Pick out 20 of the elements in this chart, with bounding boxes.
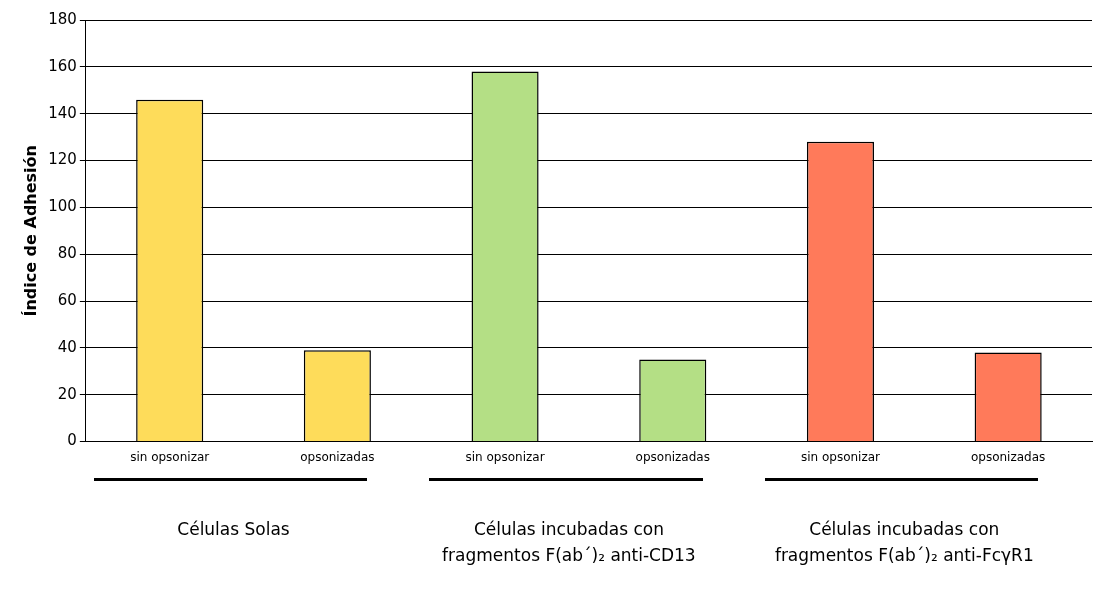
y-tick-label: 80 bbox=[57, 244, 77, 263]
y-tick-label: 20 bbox=[57, 384, 77, 403]
y-axis-title: Índice de Adhesión bbox=[20, 145, 40, 317]
text: Células incubadas con fragmentos F(ab´)₂ anti-CD13 bbox=[441, 518, 697, 567]
y-tick-label: 0 bbox=[67, 431, 77, 450]
x-tick-label: opsonizadas bbox=[970, 449, 1046, 464]
x-tick-label: sin opsonizar bbox=[800, 449, 881, 464]
y-tick-label: 160 bbox=[48, 56, 77, 75]
y-tick-label: 140 bbox=[48, 103, 77, 122]
y-tick-label: 180 bbox=[48, 9, 77, 28]
text: Células incubadas con fragmentos F(ab´)₂ anti-FcγR1 bbox=[774, 518, 1035, 567]
y-tick-label: 40 bbox=[57, 337, 77, 356]
x-tick-label: sin opsonizar bbox=[465, 449, 545, 464]
y-tick-label: 60 bbox=[57, 290, 77, 309]
x-tick-label: opsonizadas bbox=[300, 449, 375, 464]
y-tick-label: 100 bbox=[48, 197, 77, 216]
y-tick-label: 120 bbox=[48, 150, 77, 169]
x-tick-label: sin opsonizar bbox=[130, 449, 210, 464]
x-tick-label: opsonizadas bbox=[635, 449, 710, 464]
text: Células Solas bbox=[176, 518, 291, 541]
